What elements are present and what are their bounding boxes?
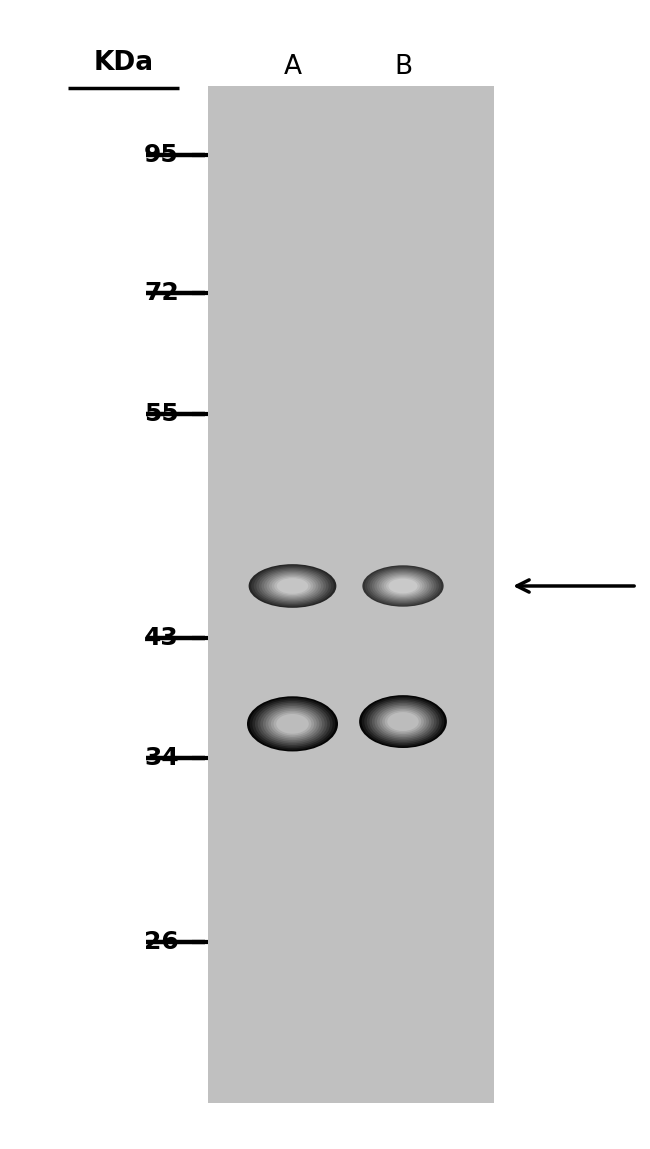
Ellipse shape (384, 576, 423, 596)
Ellipse shape (274, 577, 311, 595)
Ellipse shape (376, 572, 430, 600)
Ellipse shape (367, 700, 439, 743)
Ellipse shape (379, 573, 427, 599)
Text: 55: 55 (144, 402, 179, 425)
Ellipse shape (367, 568, 439, 604)
Ellipse shape (361, 696, 445, 747)
Ellipse shape (274, 712, 311, 735)
Ellipse shape (269, 574, 316, 597)
Ellipse shape (248, 564, 337, 608)
Ellipse shape (385, 710, 421, 733)
Ellipse shape (272, 576, 313, 596)
Ellipse shape (380, 708, 426, 735)
Text: 34: 34 (144, 747, 179, 770)
Ellipse shape (369, 569, 437, 603)
Ellipse shape (252, 700, 333, 748)
Ellipse shape (266, 573, 318, 599)
Text: 72: 72 (144, 282, 179, 304)
Ellipse shape (377, 705, 429, 738)
Ellipse shape (365, 566, 441, 606)
Text: B: B (394, 54, 412, 79)
Ellipse shape (247, 696, 338, 751)
Ellipse shape (364, 699, 442, 745)
Ellipse shape (256, 568, 329, 604)
Text: KDa: KDa (94, 51, 153, 76)
Text: 95: 95 (144, 144, 179, 167)
Ellipse shape (372, 703, 434, 740)
Ellipse shape (387, 712, 419, 731)
Ellipse shape (386, 578, 420, 595)
Ellipse shape (276, 714, 309, 734)
Ellipse shape (363, 565, 443, 607)
Ellipse shape (266, 708, 319, 740)
Text: 26: 26 (144, 931, 179, 954)
Ellipse shape (263, 705, 322, 742)
Ellipse shape (369, 701, 437, 742)
Ellipse shape (257, 703, 328, 745)
Ellipse shape (382, 709, 424, 734)
Ellipse shape (372, 570, 434, 602)
Ellipse shape (382, 574, 424, 597)
Ellipse shape (268, 709, 317, 739)
Ellipse shape (255, 701, 330, 747)
Ellipse shape (271, 711, 314, 737)
Ellipse shape (254, 566, 332, 606)
Ellipse shape (251, 565, 334, 607)
Ellipse shape (389, 579, 417, 593)
Ellipse shape (261, 571, 324, 601)
Ellipse shape (374, 704, 432, 739)
Ellipse shape (359, 695, 447, 748)
Ellipse shape (259, 569, 326, 603)
Ellipse shape (260, 704, 325, 743)
Bar (208, 86, 494, 1103)
Ellipse shape (250, 697, 335, 750)
Text: 43: 43 (144, 626, 179, 649)
Ellipse shape (374, 571, 432, 601)
Ellipse shape (277, 578, 308, 594)
Ellipse shape (264, 572, 321, 600)
Text: A: A (283, 54, 302, 79)
